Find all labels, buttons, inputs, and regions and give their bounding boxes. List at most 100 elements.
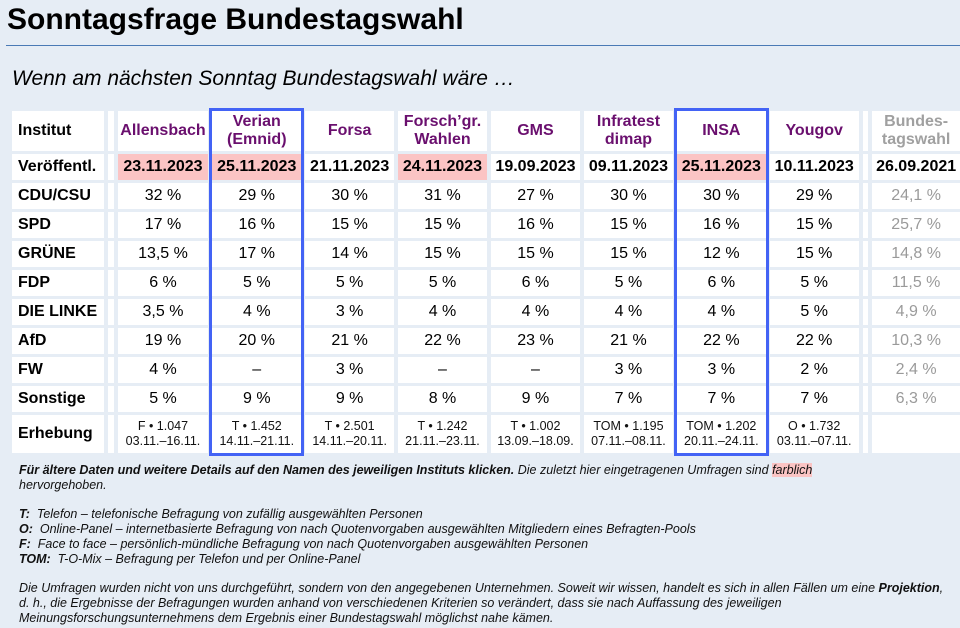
- institute-link[interactable]: Infratest dimap: [597, 113, 660, 148]
- legend-text: T-O-Mix – Befragung per Telefon und per …: [57, 552, 361, 566]
- poll-value: 8 %: [398, 386, 487, 412]
- survey-row: Erhebung F • 1.047 03.11.–16.11. T • 1.452 1…: [12, 415, 960, 453]
- poll-value: 4 %: [490, 299, 581, 325]
- survey-info: O • 1.732 03.11.–07.11.: [769, 415, 859, 453]
- spacer-cell: [108, 212, 114, 238]
- spacer-cell: [108, 415, 114, 453]
- published-date: 25.11.2023: [212, 154, 302, 180]
- poll-value: 16 %: [490, 212, 581, 238]
- institute-link[interactable]: Allensbach: [120, 122, 206, 139]
- notes-intro-end: hervorgehoben.: [19, 478, 107, 492]
- poll-value: 15 %: [769, 212, 859, 238]
- poll-table: Institut Allensbach Verian (Emnid) Forsa Fors…: [8, 108, 960, 456]
- title-divider: [6, 45, 960, 46]
- poll-value: 4 %: [212, 299, 302, 325]
- election-result: 10,3 %: [872, 328, 960, 354]
- election-header-cell: Bundes-tagswahl: [872, 111, 960, 151]
- disclaimer-text-1: Die Umfragen wurden nicht von uns durchg…: [19, 581, 879, 595]
- legend-key: TOM:: [19, 552, 51, 566]
- survey-period: 03.11.–07.11.: [776, 434, 852, 448]
- party-row: Sonstige 5 % 9 % 9 % 8 % 9 % 7 % 7 % 7 % 6,3 %: [12, 386, 960, 412]
- poll-value: 4 %: [117, 357, 209, 383]
- spacer-cell: [862, 183, 869, 209]
- poll-value: 17 %: [212, 241, 302, 267]
- spacer-cell: [108, 386, 114, 412]
- spacer-cell: [108, 357, 114, 383]
- notes-highlight-sample: farblich: [772, 463, 813, 477]
- survey-period: 07.11.–08.11.: [591, 434, 666, 448]
- party-name: FDP: [12, 270, 105, 296]
- spacer-cell: [108, 328, 114, 354]
- spacer-cell: [862, 270, 869, 296]
- survey-method-sample: TOM • 1.195: [593, 419, 664, 433]
- poll-value: 4 %: [398, 299, 487, 325]
- poll-value: 22 %: [398, 328, 487, 354]
- spacer-cell: [108, 183, 114, 209]
- page-subtitle: Wenn am nächsten Sonntag Bundestagswahl …: [12, 67, 515, 90]
- party-row: CDU/CSU 32 % 29 % 30 % 31 % 27 % 30 % 30 % 29 % 2…: [12, 183, 960, 209]
- spacer-cell: [108, 270, 114, 296]
- party-row: FW 4 % –3 % – –3 % 3 % 2 % 2,4 %: [12, 357, 960, 383]
- election-result: 14,8 %: [872, 241, 960, 267]
- poll-value: 31 %: [398, 183, 487, 209]
- institute-link[interactable]: Forsa: [327, 122, 372, 139]
- poll-value: 6 %: [676, 270, 766, 296]
- election-link[interactable]: Bundes-tagswahl: [882, 113, 950, 148]
- survey-period: 14.11.–20.11.: [312, 434, 387, 448]
- notes-intro-rest: Die zuletzt hier eingetragenen Umfragen …: [514, 463, 773, 477]
- poll-value: 15 %: [584, 241, 673, 267]
- poll-value: 4 %: [584, 299, 673, 325]
- election-result: 11,5 %: [872, 270, 960, 296]
- institute-header-cell: Infratest dimap: [584, 111, 673, 151]
- poll-value: 5 %: [769, 299, 859, 325]
- poll-value: 23 %: [490, 328, 581, 354]
- election-name-line2: tagswahl: [881, 131, 951, 148]
- party-name: Sonstige: [12, 386, 105, 412]
- poll-value: 29 %: [769, 183, 859, 209]
- survey-info: T • 1.002 13.09.–18.09.: [490, 415, 581, 453]
- party-name: GRÜNE: [12, 241, 105, 267]
- poll-value: 32 %: [117, 183, 209, 209]
- institute-name-line2: (Emnid): [226, 131, 287, 148]
- party-name: FW: [12, 357, 105, 383]
- published-date: 25.11.2023: [676, 154, 766, 180]
- notes-intro: Für ältere Daten und weitere Details auf…: [19, 463, 949, 493]
- party-row: GRÜNE 13,5 % 17 % 14 % 15 % 15 % 15 % 12 % 15 % 1…: [12, 241, 960, 267]
- survey-info: T • 1.242 21.11.–23.11.: [398, 415, 487, 453]
- survey-period: 20.11.–24.11.: [684, 434, 759, 448]
- institute-link[interactable]: Forsch’gr. Wahlen: [404, 113, 481, 148]
- party-row: SPD 17 % 16 % 15 % 15 % 16 % 15 % 16 % 15 % 25,7 …: [12, 212, 960, 238]
- election-date: 26.09.2021: [872, 154, 960, 180]
- party-row: DIE LINKE 3,5 % 4 % 3 % 4 % 4 % 4 % 4 % 5 % 4,9 %: [12, 299, 960, 325]
- published-date: 23.11.2023: [117, 154, 209, 180]
- survey-method-sample: T • 1.452: [231, 419, 282, 433]
- disclaimer: Die Umfragen wurden nicht von uns durchg…: [19, 581, 949, 626]
- party-name: CDU/CSU: [12, 183, 105, 209]
- poll-value: 30 %: [305, 183, 395, 209]
- poll-value: 5 %: [584, 270, 673, 296]
- poll-value: 19 %: [117, 328, 209, 354]
- poll-value: 5 %: [212, 270, 302, 296]
- poll-value: 6 %: [490, 270, 581, 296]
- survey-method-sample: TOM • 1.202: [686, 419, 757, 433]
- poll-value: 3,5 %: [117, 299, 209, 325]
- survey-period: 14.11.–21.11.: [219, 434, 295, 448]
- survey-info: TOM • 1.202 20.11.–24.11.: [676, 415, 766, 453]
- institute-link[interactable]: Verian (Emnid): [227, 113, 287, 148]
- spacer-cell: [862, 212, 869, 238]
- institute-link[interactable]: INSA: [702, 122, 741, 139]
- institute-link[interactable]: GMS: [517, 122, 554, 139]
- election-result: 24,1 %: [872, 183, 960, 209]
- institute-header-cell: INSA: [676, 111, 766, 151]
- poll-value: 15 %: [305, 212, 395, 238]
- spacer-cell: [862, 357, 869, 383]
- poll-value: 5 %: [769, 270, 859, 296]
- institute-link[interactable]: Yougov: [785, 122, 843, 139]
- poll-value: 22 %: [769, 328, 859, 354]
- party-row: AfD 19 % 20 % 21 % 22 % 23 % 21 % 22 % 22 % 10,3 …: [12, 328, 960, 354]
- spacer-cell: [862, 386, 869, 412]
- poll-value: 13,5 %: [117, 241, 209, 267]
- legend-text: Online-Panel – internetbasierte Befragun…: [39, 522, 696, 536]
- party-row: FDP 6 % 5 % 5 % 5 % 6 % 5 % 6 % 5 % 11,5 %: [12, 270, 960, 296]
- poll-value: 29 %: [212, 183, 302, 209]
